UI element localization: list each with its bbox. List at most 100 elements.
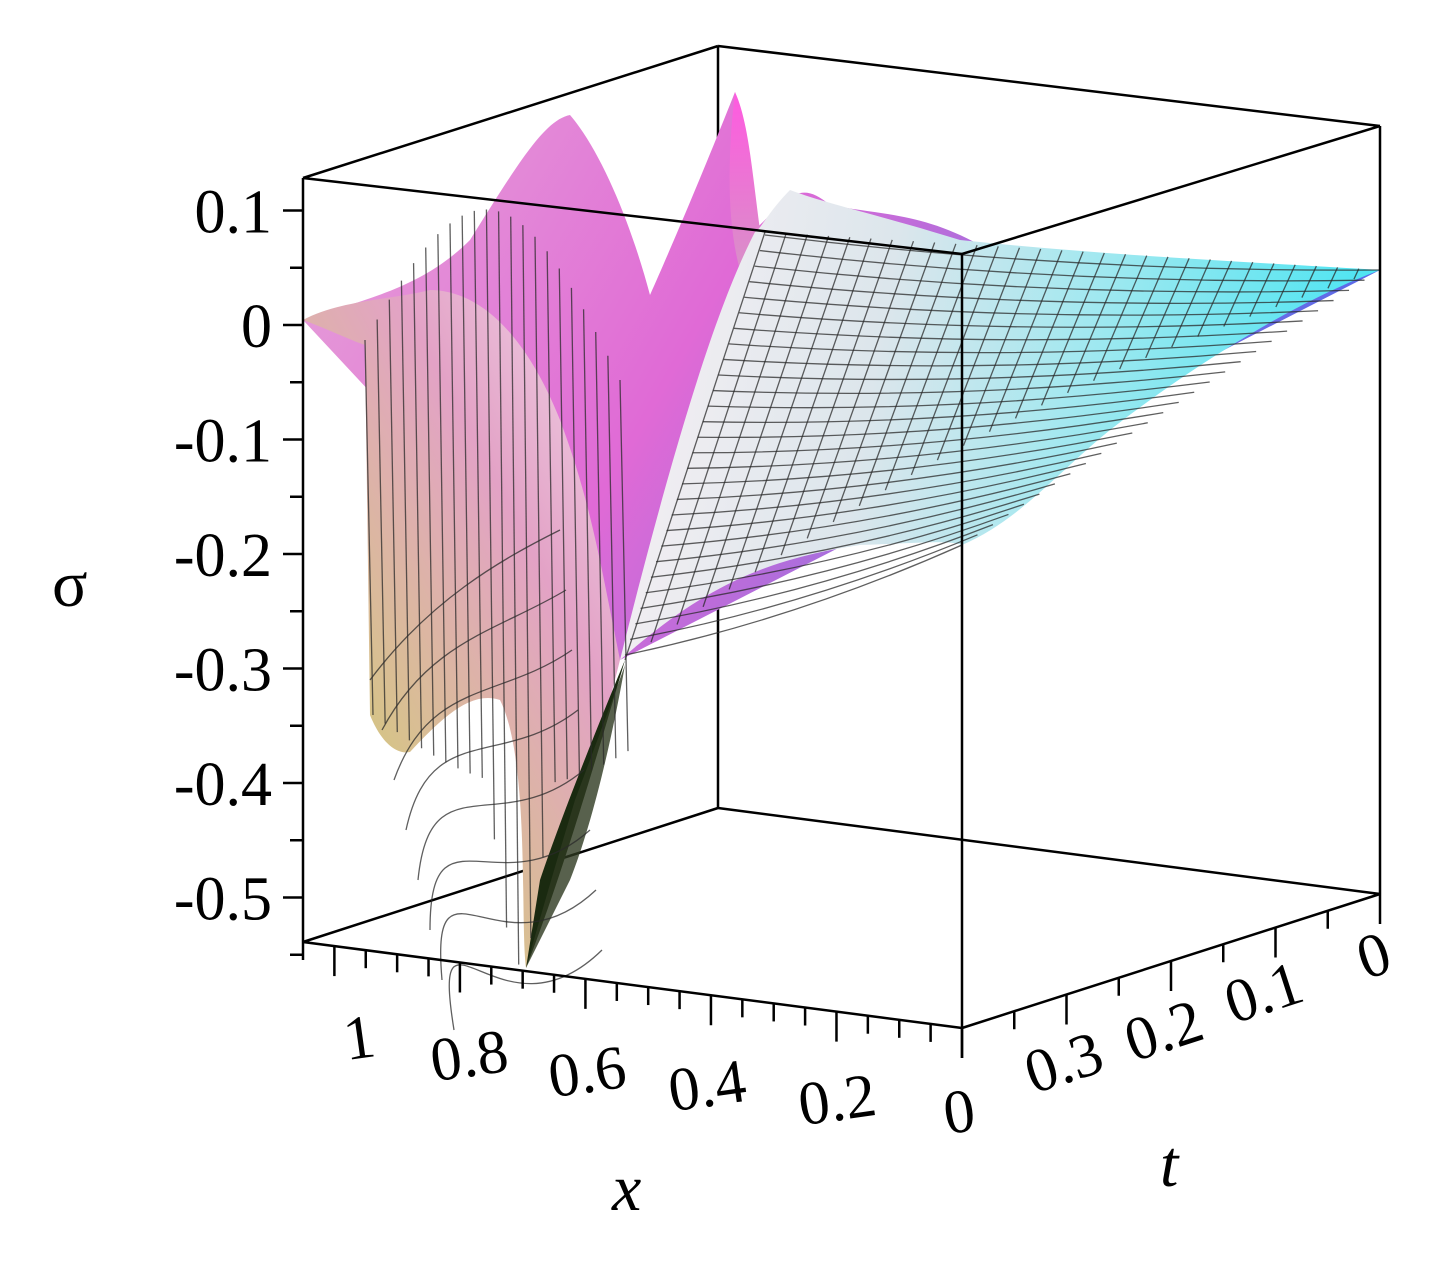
z-tick-label: -0.1 — [174, 408, 272, 476]
mesh-grid-line — [936, 247, 1021, 461]
mesh-grid-line — [962, 248, 1042, 446]
bounding-box-front — [301, 124, 1382, 1030]
mesh-grid-line — [1119, 256, 1169, 370]
wall-contour-line — [429, 829, 591, 931]
mesh-grid-line — [702, 235, 830, 608]
wall-grid-line — [364, 339, 374, 716]
mesh-grid-line — [988, 250, 1063, 433]
mesh-grid-line — [733, 327, 1288, 341]
x-tick-label: 0.2 — [794, 1061, 880, 1139]
z-tick-label: 0.1 — [195, 179, 273, 247]
mesh-grid-line — [858, 243, 957, 507]
mesh-grid-line — [630, 534, 978, 641]
mesh-grid-line — [671, 452, 1102, 516]
wall-grid-line — [400, 280, 411, 741]
mesh-grid-line — [718, 361, 1241, 381]
wall-grid-line — [461, 215, 471, 774]
wall-grid-line — [388, 299, 398, 733]
wall-grid-line — [510, 216, 520, 965]
wall-contour-line — [393, 649, 573, 781]
wall-grid-line — [473, 210, 483, 778]
mesh-grid-line — [661, 473, 1071, 547]
mesh-grid-line — [645, 503, 1025, 594]
x-axis: 1 0.8 0.6 0.4 0.2 0 — [301, 942, 979, 1148]
wall-grid-line — [546, 251, 556, 783]
wall-contour-line — [369, 529, 561, 681]
mesh-grid-line — [666, 462, 1087, 532]
x-tick-label: 0.8 — [426, 1017, 512, 1095]
mesh-grid-lines — [624, 231, 1381, 661]
wall-grid-line — [522, 225, 532, 939]
x-tick-label: 0 — [939, 1076, 979, 1148]
mesh-grid-line — [744, 296, 1319, 316]
mesh-grid-line — [1301, 265, 1317, 298]
mesh-grid-line — [1093, 255, 1148, 382]
mesh-grid-line — [624, 231, 766, 661]
mesh-grid-line — [1171, 259, 1211, 348]
mesh-grid-line — [676, 234, 809, 625]
wall-grid-line — [607, 355, 617, 759]
surface-dark-wedge-2 — [526, 665, 625, 968]
mesh-grid-line — [1223, 261, 1254, 327]
wall-grid-line — [570, 287, 581, 776]
wall-contour-line — [381, 589, 567, 731]
wall-grid-line — [619, 379, 629, 752]
t-tick-label: 0.1 — [1216, 949, 1311, 1038]
mesh-grid-line — [656, 483, 1056, 563]
z-tick-label: -0.4 — [174, 751, 272, 819]
wall-grid-line — [412, 263, 423, 749]
x-axis-title: x — [611, 1152, 641, 1225]
mesh-grid-line — [754, 238, 872, 573]
mesh-grid-line — [640, 513, 1009, 609]
mesh-grid-line — [624, 544, 963, 656]
mesh-grid-line — [806, 240, 915, 539]
mesh-grid-line — [780, 239, 893, 556]
x-tick-label: 0.4 — [664, 1047, 750, 1125]
wall-grid-line — [437, 234, 447, 763]
wall-grid-lines — [364, 209, 629, 1031]
mesh-grid-line — [728, 237, 851, 590]
mesh-grid-line — [1014, 251, 1084, 419]
mesh-grid-line — [682, 432, 1133, 485]
mesh-grid-line — [1249, 263, 1275, 317]
z-tick-label: 0 — [241, 293, 272, 361]
z-axis-title: σ — [52, 548, 88, 621]
mesh-grid-line — [1040, 252, 1105, 406]
x-tick-label: 0.6 — [544, 1033, 630, 1111]
t-tick-label: 0.3 — [1016, 1019, 1111, 1108]
mesh-grid-line — [635, 524, 994, 625]
mesh-grid-line — [723, 350, 1257, 367]
wall-contour-line — [417, 769, 585, 881]
mesh-grid-line — [764, 234, 1381, 271]
wall-grid-line — [449, 223, 459, 769]
mesh-grid-line — [1353, 268, 1360, 280]
z-axis: 0.1 0 -0.1 -0.2 -0.3 -0.4 -0.5 — [174, 179, 303, 956]
mesh-grid-line — [702, 391, 1195, 424]
wall-grid-line — [485, 209, 496, 840]
surface-peak — [729, 92, 760, 270]
wall-contour-line — [448, 949, 603, 1031]
mesh-grid-line — [697, 401, 1179, 439]
mesh-grid-line — [1066, 254, 1127, 394]
mesh-grid-line — [1275, 264, 1296, 308]
wall-grid-line — [534, 236, 544, 858]
mesh-grid-line — [713, 371, 1226, 395]
surface — [303, 92, 1381, 1031]
mesh-grid-line — [650, 493, 1040, 578]
mesh-grid-line — [1197, 260, 1233, 337]
mesh-grid-line — [1327, 267, 1339, 289]
wall-grid-line — [376, 319, 386, 724]
mesh-grid-line — [676, 442, 1117, 501]
x-tick-label: 1 — [339, 1002, 379, 1074]
wall-grid-line — [497, 211, 508, 928]
mesh-grid-line — [692, 411, 1164, 454]
surface-front-wall — [303, 290, 620, 968]
mesh-grid-line — [1145, 257, 1190, 359]
t-axis: 0.3 0.2 0.1 0 — [960, 894, 1399, 1108]
wall-grid-line — [582, 309, 593, 771]
z-tick-label: -0.2 — [174, 522, 272, 590]
mesh-grid-line — [832, 242, 936, 523]
wall-grid-line — [558, 268, 568, 780]
t-tick-label: 0.2 — [1116, 987, 1211, 1076]
